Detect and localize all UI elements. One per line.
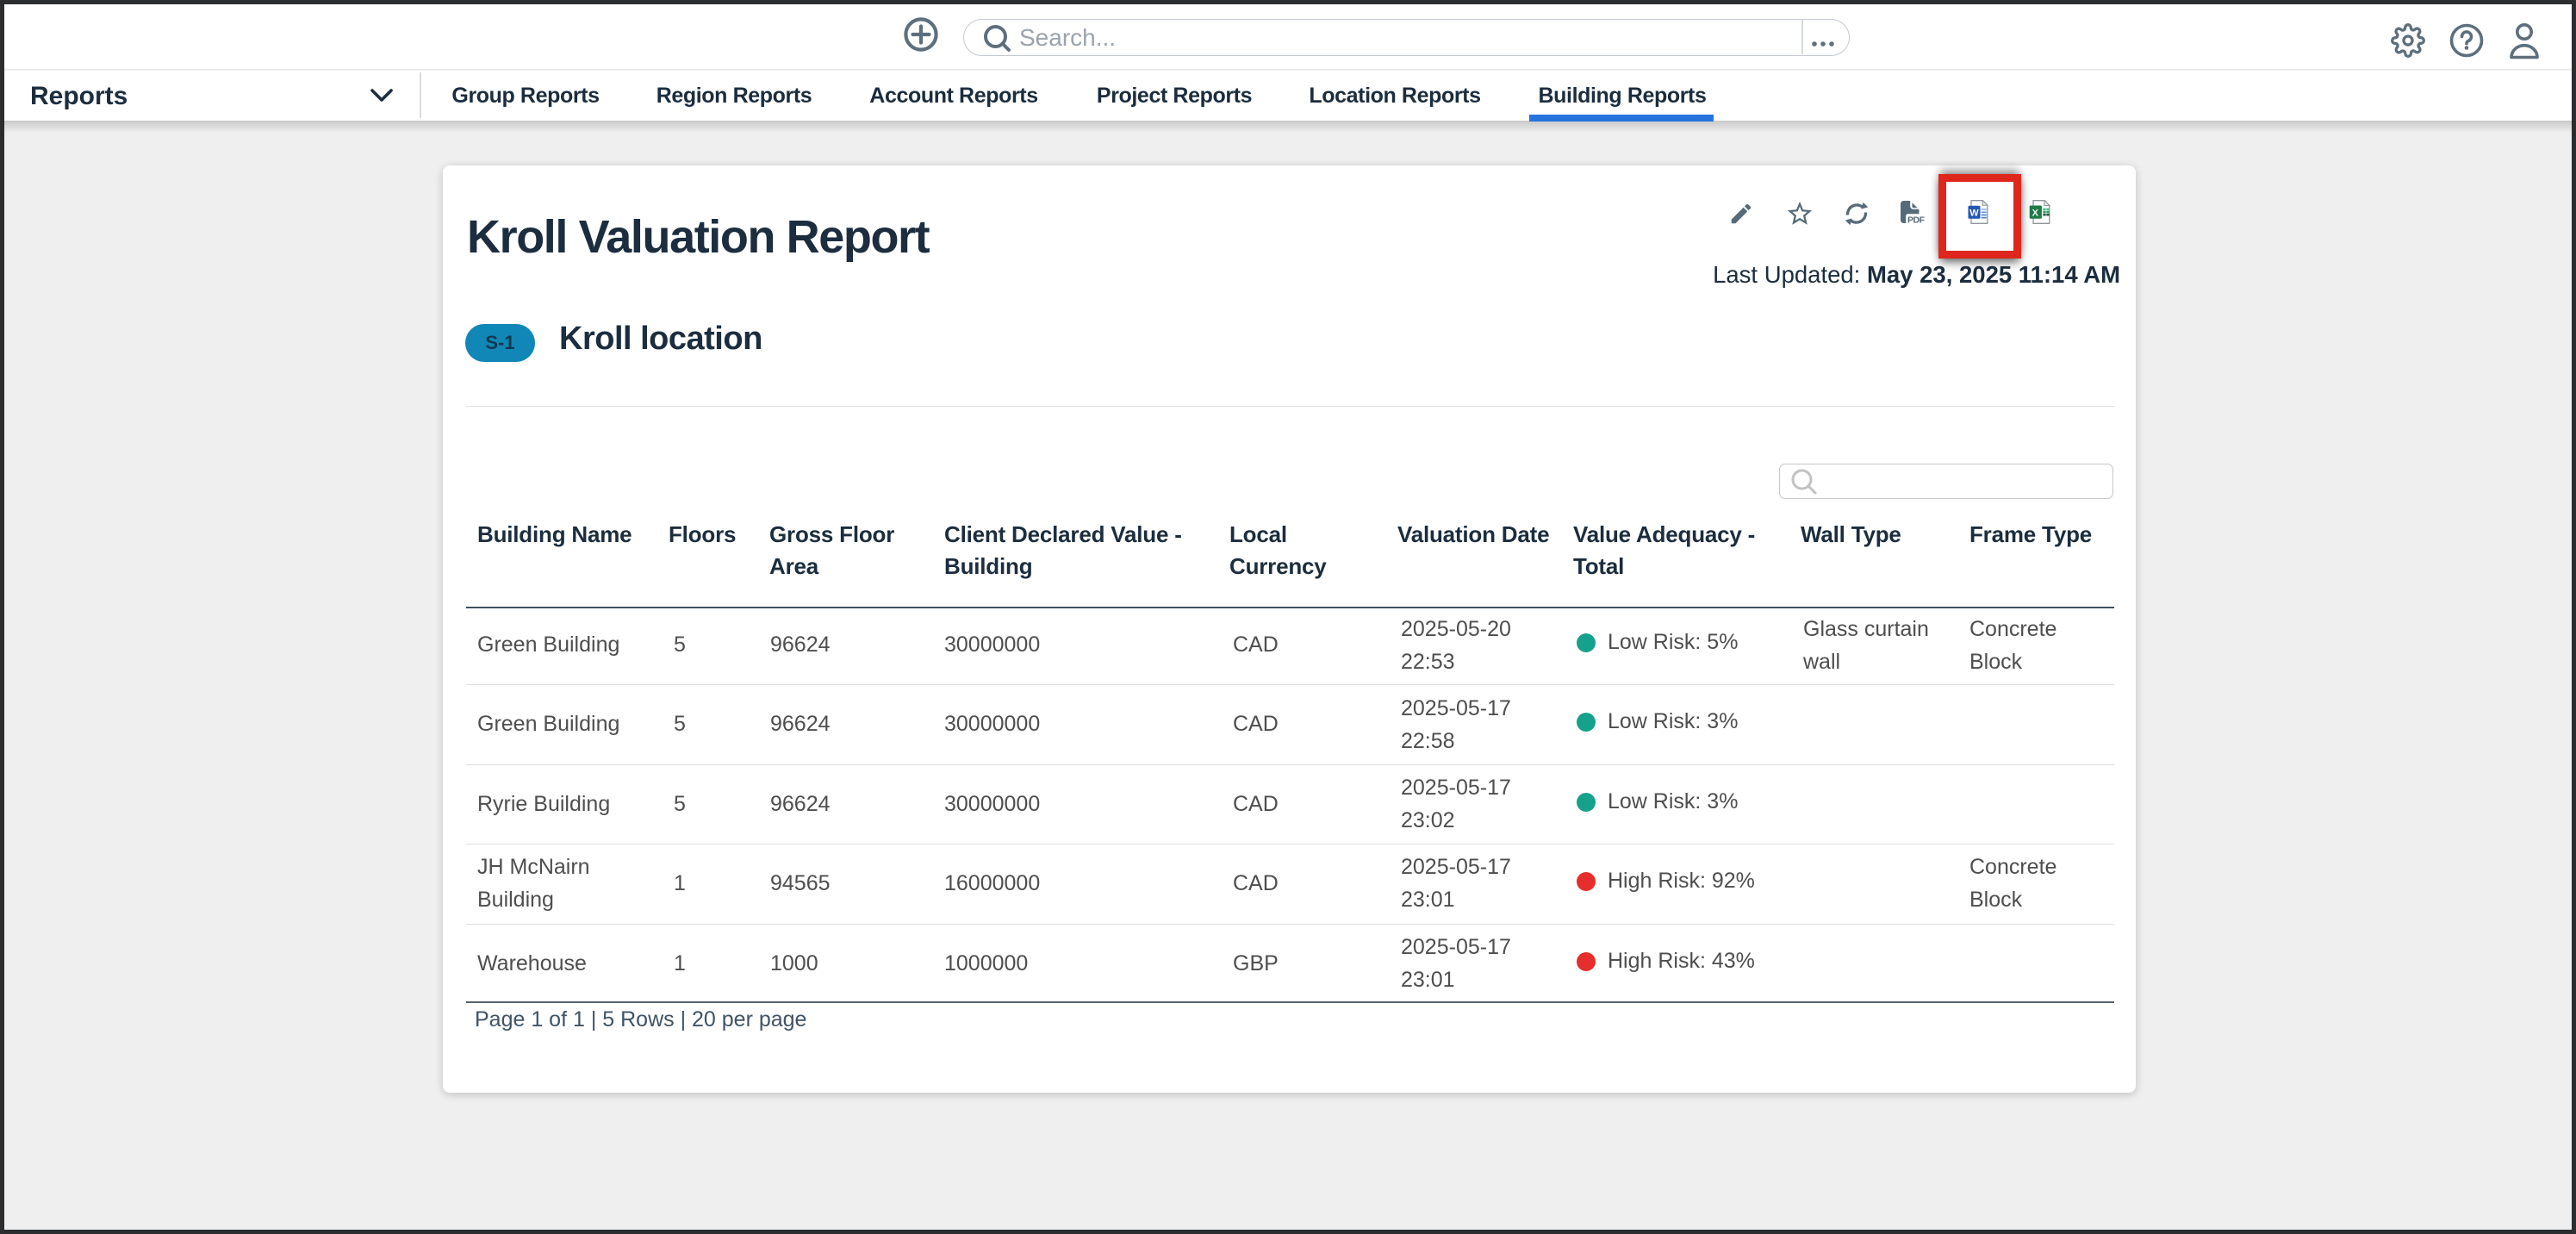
- svg-text:X: X: [2032, 208, 2039, 218]
- svg-text:PDF: PDF: [1907, 215, 1925, 225]
- svg-text:W: W: [1969, 209, 1979, 219]
